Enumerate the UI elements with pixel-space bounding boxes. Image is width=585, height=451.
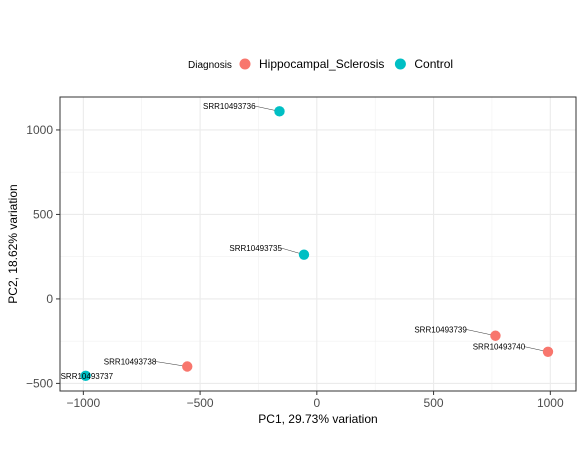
legend-key [394,58,406,70]
x-axis-title: PC1, 29.73% variation [258,412,377,426]
point-labels: SRR10493736 SRR10493735 SRR10493739 SRR1049… [61,102,526,381]
y-tick-label: −500 [26,376,53,390]
plot-panel [60,97,576,391]
data-point [298,249,310,260]
legend-title: Diagnosis [188,60,232,71]
x-axis-ticks: −1000 −500 0 500 1000 [66,391,564,410]
legend-label: Hippocampal_Sclerosis [259,57,384,71]
data-point [182,361,193,372]
point-label: SRR10493738 [104,357,157,366]
legend-key [239,58,251,70]
y-axis-title: PC2, 18.62% variation [6,184,20,303]
point-label: SRR10493740 [473,343,526,352]
label-connector [155,361,188,367]
x-tick-label: −500 [187,396,214,410]
y-axis-ticks: −500 0 500 1000 [26,123,60,390]
legend-label: Control [414,57,453,71]
plot-border [59,96,577,392]
point-label: SRR10493736 [203,102,256,111]
legend: Diagnosis Hippocampal_Sclerosis Control [188,57,453,71]
data-point [542,346,554,357]
data-point [274,106,285,117]
point-label: SRR10493735 [229,244,282,253]
y-tick-label: 500 [33,207,53,221]
y-tick-label: 1000 [26,123,53,137]
data-points [80,106,554,381]
grid-minor [60,97,576,391]
y-tick-label: 0 [46,292,53,306]
grid-major [60,97,576,391]
x-tick-label: −1000 [66,396,100,410]
point-label: SRR10493737 [61,372,114,381]
x-tick-label: 500 [424,396,444,410]
data-point [80,370,91,381]
point-label: SRR10493739 [414,325,467,334]
x-tick-label: 1000 [537,396,564,410]
x-tick-label: 0 [313,396,320,410]
data-point [490,330,501,341]
